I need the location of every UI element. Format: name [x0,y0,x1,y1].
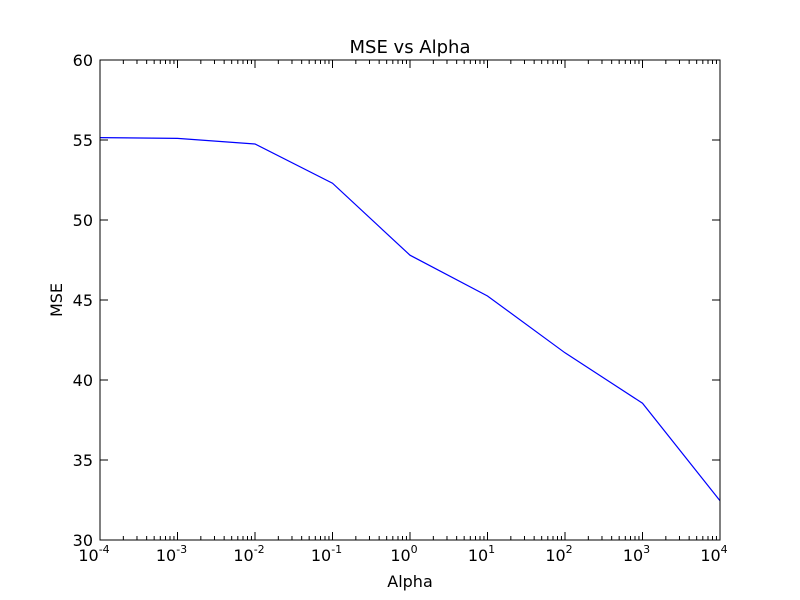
x-tick-exponent: 2 [566,543,573,556]
series-line [99,137,721,502]
x-tick-exponent: 0 [411,543,418,556]
x-tick-base: 10 [156,546,176,565]
tick-labels-group: 10-4 10-3 10-2 10-1 100 101 102 103 104303540455… [73,51,728,565]
x-tick-label: 10-1 [311,543,342,565]
x-tick-exponent: -4 [99,543,110,556]
x-tick-base: 10 [311,546,331,565]
x-tick-base: 10 [623,546,643,565]
x-axis-label: Alpha [387,572,433,591]
chart-title: MSE vs Alpha [350,37,471,58]
x-tick-label: 104 [700,543,727,565]
x-tick-base: 10 [545,546,565,565]
y-tick-label: 35 [73,451,93,470]
y-axis-label: MSE [47,283,66,317]
x-tick-label: 10-3 [156,543,187,565]
x-tick-exponent: 4 [721,543,728,556]
y-tick-label: 40 [73,371,93,390]
y-tick-label: 60 [73,51,93,70]
x-tick-exponent: 1 [488,543,495,556]
y-tick-label: 50 [73,211,93,230]
x-tick-exponent: -2 [254,543,265,556]
x-tick-label: 10-4 [78,543,109,565]
x-tick-base: 10 [468,546,488,565]
ticks-group [99,59,721,541]
x-tick-label: 101 [468,543,495,565]
x-tick-base: 10 [233,546,253,565]
x-tick-base: 10 [78,546,98,565]
plot-frame [99,59,721,541]
x-tick-exponent: -1 [331,543,342,556]
x-tick-exponent: -3 [176,543,187,556]
y-tick-label: 55 [73,131,93,150]
y-tick-label: 45 [73,291,93,310]
x-tick-label: 102 [545,543,572,565]
y-tick-label: 30 [73,531,93,550]
x-tick-base: 10 [700,546,720,565]
plot-group [99,137,721,502]
x-tick-exponent: 3 [643,543,650,556]
x-tick-label: 10-2 [233,543,264,565]
x-tick-base: 10 [390,546,410,565]
x-tick-label: 103 [623,543,650,565]
x-tick-label: 100 [390,543,417,565]
